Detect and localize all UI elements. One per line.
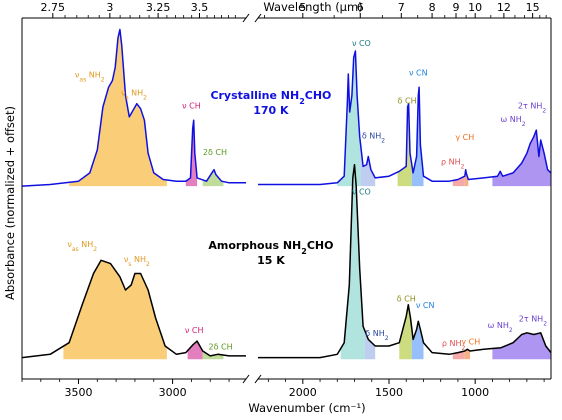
- band-label-8: ρ NH2: [441, 158, 465, 171]
- band-fill-0: [69, 29, 167, 187]
- x2-tick-label-3: 3.5: [191, 1, 209, 14]
- x2-tick-label-5: 6: [357, 1, 364, 14]
- sample-label-temp-0: 170 K: [253, 104, 289, 117]
- x-tick-label-4: 1000: [461, 386, 489, 399]
- plot-area: 3500 3000 2000 1500 1000 2.75 3 3.25 3.5 5 6 7 8 9 10 1…: [21, 1, 552, 399]
- band-label-20: ρ NH2: [442, 339, 466, 352]
- band-label-14: ν CH: [185, 326, 204, 335]
- band-fill-10: [63, 260, 167, 360]
- y-axis-title: Absorbance (normalized + offset): [3, 106, 17, 300]
- x-tick-label-0: 3500: [64, 386, 92, 399]
- band-label-12: νas NH2: [67, 240, 97, 253]
- x2-tick-label-6: 7: [398, 1, 405, 14]
- band-fill-13: [340, 164, 365, 360]
- x2-tick-label-11: 15: [526, 1, 540, 14]
- x-axis-title: Wavenumber (cm⁻¹): [248, 401, 365, 415]
- sample-label-0: Crystalline NH2CHO: [210, 89, 331, 106]
- series-line-1-seg-1: [258, 163, 552, 359]
- band-label-23: 2τ NH2: [519, 314, 547, 327]
- band-fill-7: [452, 176, 465, 187]
- x2-tick-label-8: 9: [453, 1, 460, 14]
- series-line-0-seg-0: [21, 28, 246, 187]
- band-fill-3: [337, 51, 361, 187]
- band-fill-9: [492, 130, 551, 187]
- band-label-17: δ NH2: [365, 329, 388, 342]
- band-label-1: νs NH2: [121, 88, 147, 101]
- x2-axis-title: Wavelength (μm): [263, 0, 362, 14]
- band-label-11: ω NH2: [501, 115, 526, 128]
- band-label-6: δ CH: [398, 97, 417, 106]
- x2-tick-label-10: 12: [497, 1, 511, 14]
- x-tick-label-2: 2000: [289, 386, 317, 399]
- axis-break-b-0: [254, 13, 262, 23]
- axis-break-b-1: [254, 374, 262, 384]
- band-label-2: ν CH: [182, 102, 201, 111]
- band-label-13: νs NH2: [124, 255, 150, 268]
- x2-tick-label-7: 8: [429, 1, 436, 14]
- band-fill-15: [399, 304, 412, 360]
- band-fill-1: [185, 120, 198, 187]
- band-fill-18: [464, 349, 470, 360]
- sample-label-temp-1: 15 K: [257, 254, 285, 267]
- band-fill-4: [360, 144, 376, 187]
- x-tick-label-3: 1500: [375, 386, 403, 399]
- band-fill-2: [202, 169, 224, 187]
- band-label-21: γ CH: [461, 337, 480, 346]
- x2-tick-label-2: 3.25: [146, 1, 171, 14]
- band-label-10: 2τ NH2: [518, 102, 546, 115]
- x2-tick-label-4: 5: [299, 1, 306, 14]
- x2-tick-label-9: 10: [468, 1, 482, 14]
- series-line-0-seg-1: [258, 50, 552, 186]
- band-label-7: ν CN: [409, 69, 428, 78]
- x2-tick-label-1: 3: [106, 1, 113, 14]
- band-label-22: ω NH2: [488, 321, 513, 334]
- x-tick-label-1: 3000: [159, 386, 187, 399]
- series-line-1-seg-0: [21, 259, 246, 359]
- band-label-16: ν CO: [352, 187, 371, 196]
- band-label-18: δ CH: [397, 295, 416, 304]
- band-fill-11: [187, 341, 203, 360]
- sample-label-1: Amorphous NH2CHO: [208, 239, 333, 256]
- band-label-3: 2δ CH: [203, 148, 227, 157]
- band-label-0: νas NH2: [75, 70, 105, 83]
- band-label-5: δ NH2: [362, 131, 385, 144]
- band-fill-12: [202, 351, 224, 360]
- band-fill-5: [397, 103, 412, 187]
- band-label-9: γ CH: [455, 133, 474, 142]
- band-fill-19: [492, 332, 551, 360]
- band-label-19: ν CN: [416, 301, 435, 310]
- axis-break-a-1: [242, 374, 250, 384]
- band-label-15: 2δ CH: [209, 342, 233, 351]
- band-label-4: ν CO: [352, 39, 371, 48]
- x2-tick-label-0: 2.75: [41, 1, 66, 14]
- axis-break-a-0: [242, 13, 250, 23]
